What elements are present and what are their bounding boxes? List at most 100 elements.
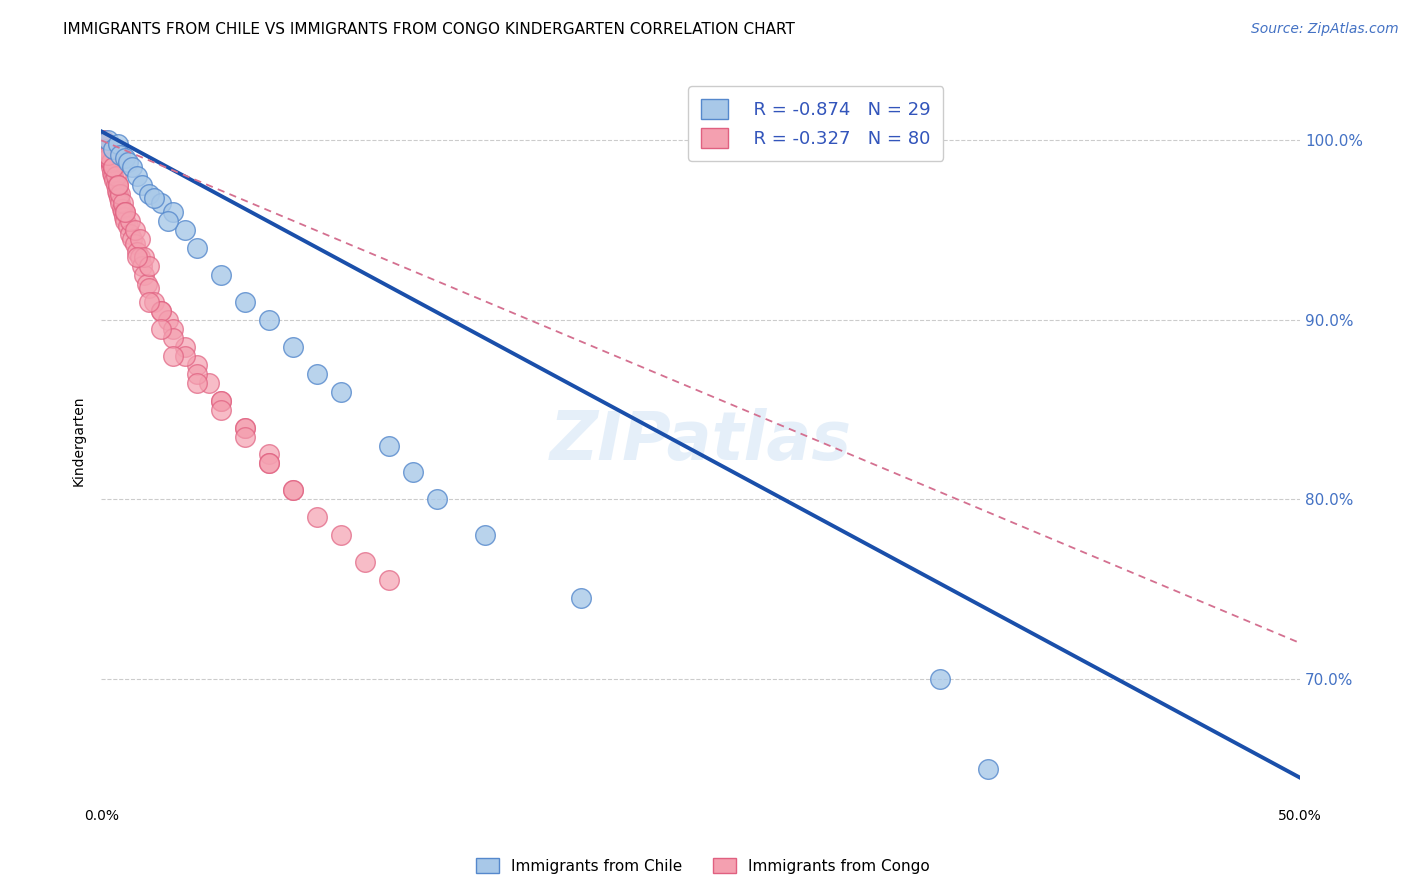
Point [209, 393, 232, 408]
Point [131, 259, 153, 273]
Point [118, 227, 141, 241]
Point [305, 510, 328, 524]
Point [93, 133, 115, 147]
Point [128, 250, 150, 264]
Point [233, 420, 256, 434]
Point [354, 555, 377, 569]
Point [108, 191, 131, 205]
Point [117, 154, 139, 169]
Y-axis label: Kindergarten: Kindergarten [72, 396, 86, 486]
Point [96, 147, 118, 161]
Point [128, 232, 150, 246]
Point [103, 169, 125, 184]
Point [127, 250, 149, 264]
Point [107, 178, 129, 193]
Point [209, 268, 232, 282]
Point [281, 483, 304, 498]
Point [97, 151, 120, 165]
Point [174, 349, 197, 363]
Point [111, 205, 134, 219]
Point [103, 173, 125, 187]
Point [257, 448, 280, 462]
Point [143, 294, 166, 309]
Point [150, 196, 173, 211]
Point [233, 420, 256, 434]
Point [330, 384, 353, 399]
Point [134, 268, 156, 282]
Point [233, 429, 256, 443]
Point [110, 196, 132, 211]
Point [157, 313, 180, 327]
Point [186, 241, 208, 255]
Point [114, 205, 136, 219]
Point [186, 367, 208, 381]
Point [281, 483, 304, 498]
Point [114, 205, 136, 219]
Point [110, 187, 132, 202]
Point [103, 142, 125, 156]
Point [101, 165, 124, 179]
Point [131, 178, 153, 193]
Point [162, 331, 184, 345]
Point [105, 184, 128, 198]
Point [162, 205, 184, 219]
Point [107, 136, 129, 151]
Point [103, 160, 125, 174]
Point [138, 187, 160, 202]
Point [107, 178, 129, 193]
Text: Source: ZipAtlas.com: Source: ZipAtlas.com [1251, 22, 1399, 37]
Point [150, 303, 173, 318]
Point [97, 147, 120, 161]
Point [98, 154, 121, 169]
Point [110, 147, 132, 161]
Point [127, 169, 149, 184]
Point [138, 280, 160, 294]
Point [402, 466, 425, 480]
Point [121, 232, 143, 246]
Point [138, 294, 160, 309]
Point [103, 160, 125, 174]
Point [257, 457, 280, 471]
Point [186, 358, 208, 372]
Point [117, 219, 139, 234]
Point [124, 237, 146, 252]
Point [100, 154, 122, 169]
Text: ZIPatlas: ZIPatlas [550, 408, 852, 474]
Point [150, 322, 173, 336]
Point [378, 438, 401, 452]
Point [174, 223, 197, 237]
Point [104, 169, 127, 184]
Point [118, 214, 141, 228]
Point [104, 178, 127, 193]
Point [135, 277, 157, 291]
Point [257, 313, 280, 327]
Point [330, 528, 353, 542]
Point [93, 136, 115, 151]
Point [121, 160, 143, 174]
Point [929, 672, 952, 686]
Point [111, 196, 134, 211]
Point [94, 144, 117, 158]
Legend: Immigrants from Chile, Immigrants from Congo: Immigrants from Chile, Immigrants from C… [470, 852, 936, 880]
Point [378, 573, 401, 587]
Point [94, 140, 117, 154]
Point [233, 294, 256, 309]
Point [127, 244, 149, 259]
Point [162, 322, 184, 336]
Point [112, 211, 135, 225]
Point [257, 457, 280, 471]
Point [124, 223, 146, 237]
Point [97, 151, 120, 165]
Point [114, 214, 136, 228]
Point [569, 591, 592, 606]
Point [977, 762, 1000, 776]
Point [114, 151, 136, 165]
Point [110, 202, 132, 216]
Point [91, 133, 114, 147]
Point [426, 492, 449, 507]
Point [100, 160, 122, 174]
Point [474, 528, 496, 542]
Text: IMMIGRANTS FROM CHILE VS IMMIGRANTS FROM CONGO KINDERGARTEN CORRELATION CHART: IMMIGRANTS FROM CHILE VS IMMIGRANTS FROM… [63, 22, 796, 37]
Point [143, 191, 166, 205]
Point [198, 376, 221, 390]
